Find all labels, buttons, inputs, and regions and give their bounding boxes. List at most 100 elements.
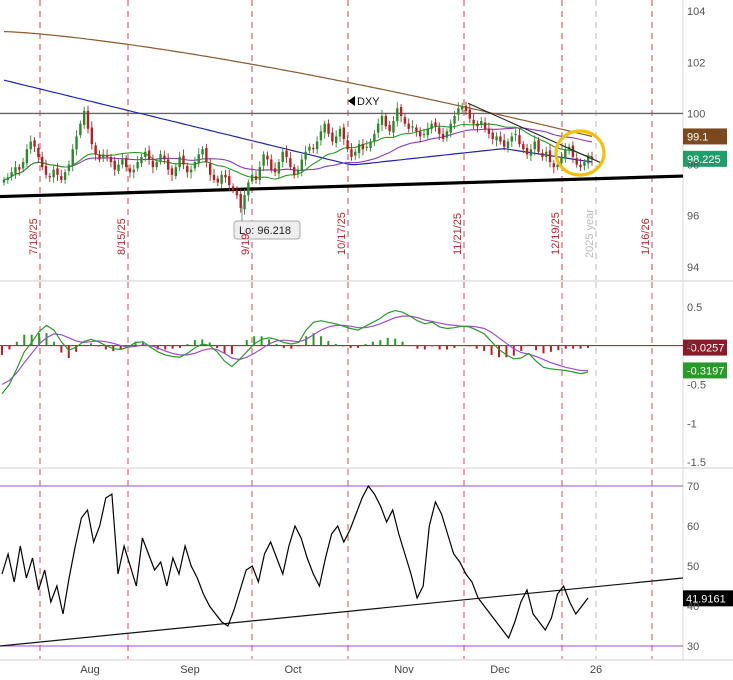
candle-body: [44, 165, 48, 175]
macd-histogram-bar: [527, 344, 530, 346]
candle-body: [502, 140, 506, 147]
candle-body: [60, 176, 63, 180]
price-panel-bg: [0, 0, 683, 280]
candle-body: [67, 164, 71, 171]
candle-body: [483, 122, 487, 129]
candle-body: [460, 105, 464, 110]
price-callout-last-box: [683, 150, 727, 167]
candle-body: [541, 153, 544, 157]
macd-histogram-bar: [223, 345, 226, 354]
candle-body: [522, 144, 525, 150]
rsi-line: [1, 484, 589, 640]
candle-body: [10, 172, 13, 177]
macd-histogram-bar: [1, 345, 3, 355]
macd-histogram-bar: [319, 336, 322, 346]
macd-histogram-bar: [364, 344, 367, 346]
candle-body: [140, 156, 143, 164]
candle-body: [71, 149, 74, 166]
candle-body: [537, 140, 540, 152]
rsi-y-tick-label: 50: [687, 561, 699, 573]
candle-body: [48, 176, 52, 178]
price-y-tick-label: 104: [687, 6, 705, 18]
candle-body: [273, 168, 277, 173]
candle-body: [548, 150, 552, 163]
macd-histogram-bar: [490, 345, 493, 355]
candle-body: [472, 119, 475, 124]
candle-body: [464, 105, 468, 111]
macd-histogram-bar: [475, 345, 478, 349]
candle-body: [40, 156, 44, 168]
candle-body: [266, 155, 269, 160]
macd-y-tick-label: 0.5: [687, 302, 702, 314]
date-label: 2025 year: [584, 209, 596, 258]
short-trend-line: [467, 102, 603, 164]
rsi-trend-line: [0, 577, 684, 647]
support-trend-line: [0, 174, 684, 199]
macd-histogram-bar: [312, 333, 315, 346]
price-y-tick-label: 96: [687, 211, 699, 223]
candle-body: [94, 145, 97, 155]
date-label: 9/19: [240, 234, 252, 255]
candle-body: [533, 141, 536, 150]
candle-body: [52, 169, 55, 178]
candle-body: [121, 159, 124, 165]
macd-histogram-bar: [230, 345, 233, 355]
candle-body: [491, 132, 494, 139]
candle-body: [579, 164, 582, 168]
candle-body: [228, 176, 231, 186]
candle-body: [292, 167, 296, 175]
rsi-y-tick-label: 70: [687, 481, 699, 493]
candle-body: [399, 107, 403, 116]
macd-histogram-bar: [245, 340, 248, 346]
candle-body: [384, 115, 388, 127]
macd-histogram-bar: [357, 345, 360, 348]
candle-body: [449, 123, 452, 133]
candle-body: [392, 121, 395, 133]
macd-histogram-bar: [497, 345, 500, 358]
candle-body: [144, 151, 147, 157]
macd-histogram-bar: [431, 345, 434, 347]
macd-histogram-bar: [483, 345, 486, 352]
axis-labels: 104 102 100 98 96 94 0.5 0 -0.5 -1 -1.5 70 60 50 40 30 A…: [80, 6, 706, 676]
price-y-tick-label: 98: [687, 160, 699, 172]
candle-body: [319, 131, 323, 141]
candle-body: [388, 124, 391, 132]
candle-body: [571, 145, 575, 157]
macd-histogram-bar: [349, 345, 352, 348]
macd-histogram-bar: [379, 340, 382, 346]
candle-body: [102, 154, 105, 159]
macd-histogram-bar: [268, 339, 271, 346]
candle-body: [6, 177, 10, 180]
macd-histogram-bar: [60, 345, 63, 353]
candle-body: [441, 133, 445, 139]
candle-body: [56, 168, 59, 175]
candle-body: [205, 147, 208, 163]
x-axis-month-label: Oct: [284, 664, 301, 676]
candle-body: [575, 158, 578, 165]
candle-body: [346, 140, 349, 150]
candle-body: [98, 154, 101, 160]
macd-histogram-bar: [334, 344, 337, 346]
macd-histogram-bar: [416, 345, 419, 349]
candle-body: [235, 190, 239, 196]
macd-histogram-bar: [535, 345, 538, 351]
macd-y-tick-label: -1: [687, 418, 697, 430]
macd-histogram-bar: [327, 340, 330, 346]
macd-histogram-bar: [505, 345, 508, 358]
price-callout-ma-box: [683, 128, 727, 145]
candle-body: [247, 182, 250, 196]
rsi-callout-box: [683, 590, 733, 607]
macd-histogram-bar: [141, 342, 144, 346]
candle-body: [208, 163, 212, 175]
candle-body: [361, 144, 365, 150]
candle-body: [564, 149, 567, 159]
candle-body: [308, 146, 311, 151]
macd-histogram-bar: [30, 334, 33, 346]
macd-histogram-bar: [52, 341, 55, 346]
macd-histogram-bar: [408, 345, 411, 347]
candle-body: [365, 146, 368, 148]
date-label: 10/17/25: [336, 212, 348, 255]
candle-body: [583, 162, 586, 166]
candle-body: [270, 159, 273, 170]
macd-histogram-bar: [238, 345, 241, 347]
